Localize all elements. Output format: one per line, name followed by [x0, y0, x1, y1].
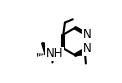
Polygon shape: [42, 43, 45, 54]
Text: N: N: [83, 28, 91, 41]
Text: N: N: [83, 42, 91, 55]
Text: NH: NH: [46, 47, 63, 60]
